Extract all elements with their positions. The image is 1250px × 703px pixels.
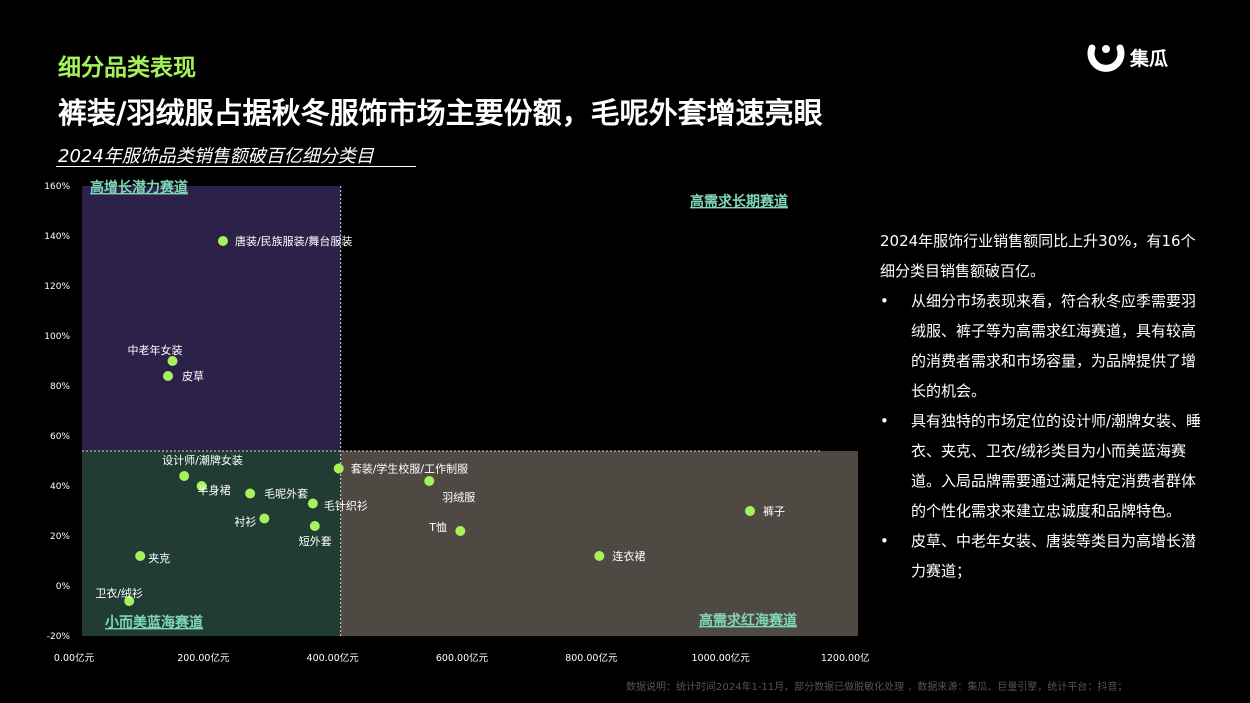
y-tick-label: 160% [44, 182, 70, 192]
x-tick-label: 0.00亿元 [54, 652, 95, 664]
data-footnote: 数据说明：统计时间2024年1-11月，部分数据已做脱敏化处理 ，数据来源：集瓜… [626, 682, 1128, 693]
scatter-chart: -20% 0% 20% 40% 60% 80% 100% 120% 140% 160% 0.00亿元… [44, 179, 870, 664]
x-tick-label: 1000.00亿元 [692, 652, 751, 664]
x-tick-label: 200.00亿元 [177, 652, 230, 664]
point-label: 套装/学生校服/工作制服 [351, 462, 468, 476]
data-point [245, 488, 256, 499]
data-point [594, 551, 605, 561]
point-label: 夹克 [148, 552, 170, 565]
point-label: 卫衣/绒衫 [95, 586, 143, 600]
data-point [424, 476, 435, 486]
y-tick-label: 40% [50, 482, 70, 492]
point-label: 半身裙 [198, 483, 231, 497]
point-label: 连衣裙 [612, 549, 645, 563]
chart-subtitle: 2024年服饰品类销售额破百亿细分类目 [58, 146, 374, 167]
point-label: 衬衫 [234, 516, 256, 529]
y-tick-label: 60% [50, 432, 70, 442]
insight-intro: 2024年服饰行业销售额同比上升30%，有16个细分类目销售额破百亿。 [880, 232, 1196, 280]
page-title: 裤装/羽绒服占据秋冬服饰市场主要份额，毛呢外套增速亮眼 [58, 96, 823, 130]
insight-bullet: 皮草、中老年女装、唐装等类目为高增长潜力赛道； [880, 526, 1210, 586]
y-tick-label: -20% [47, 632, 71, 642]
quadrant-label: 高增长潜力赛道 [90, 179, 188, 196]
y-tick-label: 0% [56, 582, 71, 592]
data-point [333, 463, 344, 474]
quadrant-high-growth [82, 186, 341, 451]
y-tick-label: 100% [44, 332, 70, 342]
point-label: T恤 [428, 521, 447, 534]
data-point [179, 471, 190, 481]
data-point [135, 551, 146, 561]
data-point [309, 521, 320, 531]
jigua-logo-icon [1087, 44, 1125, 72]
quadrant-label: 高需求长期赛道 [690, 193, 788, 210]
x-tick-label: 600.00亿元 [436, 652, 489, 664]
x-tick-label: 1200.00亿元 [821, 652, 870, 664]
data-point [163, 371, 174, 381]
y-tick-label: 20% [50, 532, 70, 542]
insight-list: 从细分市场表现来看，符合秋冬应季需要羽绒服、裤子等为高需求红海赛道，具有较高的消… [880, 286, 1210, 586]
x-tick-label: 800.00亿元 [565, 652, 618, 664]
insight-panel: 2024年服饰行业销售额同比上升30%，有16个细分类目销售额破百亿。 从细分市… [880, 226, 1210, 586]
quadrant-red-ocean [340, 451, 859, 636]
point-label: 裤子 [763, 504, 785, 518]
section-label: 细分品类表现 [58, 55, 196, 81]
y-tick-label: 80% [50, 382, 70, 392]
x-tick-label: 400.00亿元 [307, 652, 360, 664]
subtitle-underline [56, 166, 416, 167]
point-label: 羽绒服 [442, 491, 475, 504]
data-point [307, 498, 318, 509]
point-label: 设计师/潮牌女装 [162, 453, 243, 467]
quadrant-blue-ocean [82, 451, 341, 636]
data-point [196, 481, 207, 491]
insight-bullet: 从细分市场表现来看，符合秋冬应季需要羽绒服、裤子等为高需求红海赛道，具有较高的消… [880, 286, 1210, 406]
y-tick-label: 140% [44, 232, 70, 242]
data-point [455, 526, 466, 536]
data-point [259, 513, 270, 524]
quadrant-label: 小而美蓝海赛道 [105, 614, 203, 631]
point-label: 中老年女装 [128, 343, 183, 357]
logo-text: 集瓜 [1130, 48, 1169, 70]
quadrant-label: 高需求红海赛道 [699, 612, 797, 629]
point-label: 毛针织衫 [324, 499, 368, 513]
point-label: 唐装/民族服装/舞台服装 [235, 234, 352, 248]
data-point [217, 236, 228, 246]
data-point [124, 596, 135, 606]
point-label: 短外套 [299, 534, 332, 548]
insight-bullet: 具有独特的市场定位的设计师/潮牌女装、睡衣、夹克、卫衣/绒衫类目为小而美蓝海赛道… [880, 406, 1210, 526]
y-tick-label: 120% [44, 282, 70, 292]
point-label: 毛呢外套 [264, 488, 308, 501]
data-point [167, 356, 178, 366]
point-label: 皮草 [182, 370, 204, 383]
data-point [745, 506, 756, 516]
